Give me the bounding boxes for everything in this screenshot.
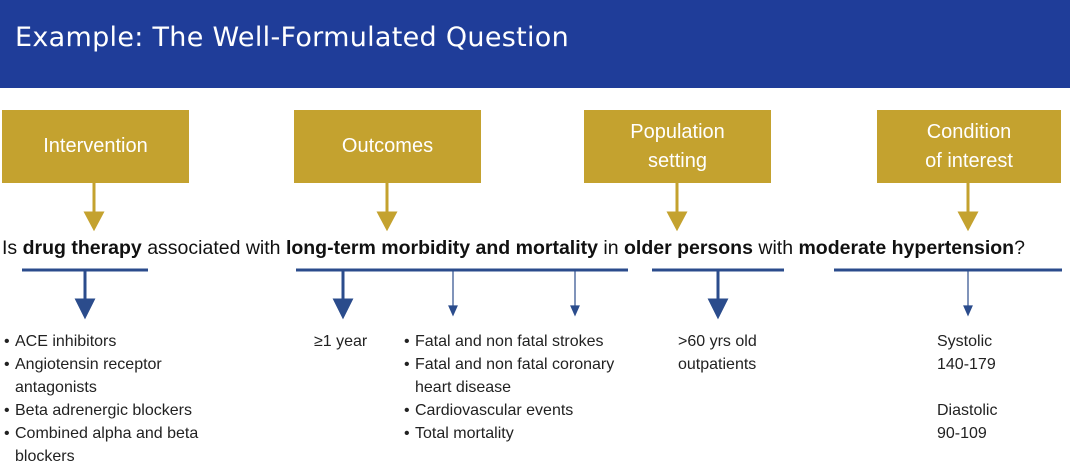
question-text: in xyxy=(597,237,624,259)
header-bar: Example: The Well-Formulated Question xyxy=(0,0,1070,88)
moderate-hypertension-term: moderate hypertension xyxy=(798,237,1015,259)
condition-of-interest-box: Condition of interest xyxy=(877,110,1061,183)
diastolic-label: Diastolic xyxy=(937,402,998,419)
list-item: Total mortality xyxy=(404,422,634,445)
list-item: Cardiovascular events xyxy=(404,399,634,422)
systolic-label: Systolic xyxy=(937,333,993,350)
intervention-list: ACE inhibitors Angiotensin receptor anta… xyxy=(4,330,234,468)
systolic-range: 140-179 xyxy=(937,356,996,373)
question-text: with xyxy=(752,237,799,259)
page-title: Example: The Well-Formulated Question xyxy=(15,22,570,53)
list-item: Combined alpha and beta blockers xyxy=(4,422,234,468)
older-persons-term: older persons xyxy=(623,237,753,259)
outcome-duration: ≥1 year xyxy=(314,333,368,350)
diastolic-range: 90-109 xyxy=(937,425,987,442)
intervention-box: Intervention xyxy=(2,110,189,183)
population-setting-label: Population setting xyxy=(630,120,725,172)
list-item: Angiotensin receptor antagonists xyxy=(4,353,234,399)
outcome-list: Fatal and non fatal strokes Fatal and no… xyxy=(404,330,634,445)
research-question: Is drug therapy associated with long-ter… xyxy=(2,237,1070,260)
condition-of-interest-label: Condition of interest xyxy=(925,120,1013,172)
list-item: Fatal and non fatal strokes xyxy=(404,330,634,353)
outcomes-label: Outcomes xyxy=(341,135,434,157)
list-item: Fatal and non fatal coronary heart disea… xyxy=(404,353,634,399)
list-item: Beta adrenergic blockers xyxy=(4,399,234,422)
outcomes-box: Outcomes xyxy=(294,110,481,183)
condition-values: Systolic 140-179 Diastolic 90-109 xyxy=(937,330,997,445)
population-text: >60 yrs old outpatients xyxy=(678,333,757,373)
question-text: Is xyxy=(2,237,23,259)
population-setting-box: Population setting xyxy=(584,110,771,183)
intervention-label: Intervention xyxy=(43,135,148,157)
morbidity-mortality-term: long-term morbidity and mortality xyxy=(285,237,598,259)
question-text: ? xyxy=(1014,237,1025,259)
list-item: ACE inhibitors xyxy=(4,330,234,353)
drug-therapy-term: drug therapy xyxy=(22,237,142,259)
question-text: associated with xyxy=(141,237,286,259)
